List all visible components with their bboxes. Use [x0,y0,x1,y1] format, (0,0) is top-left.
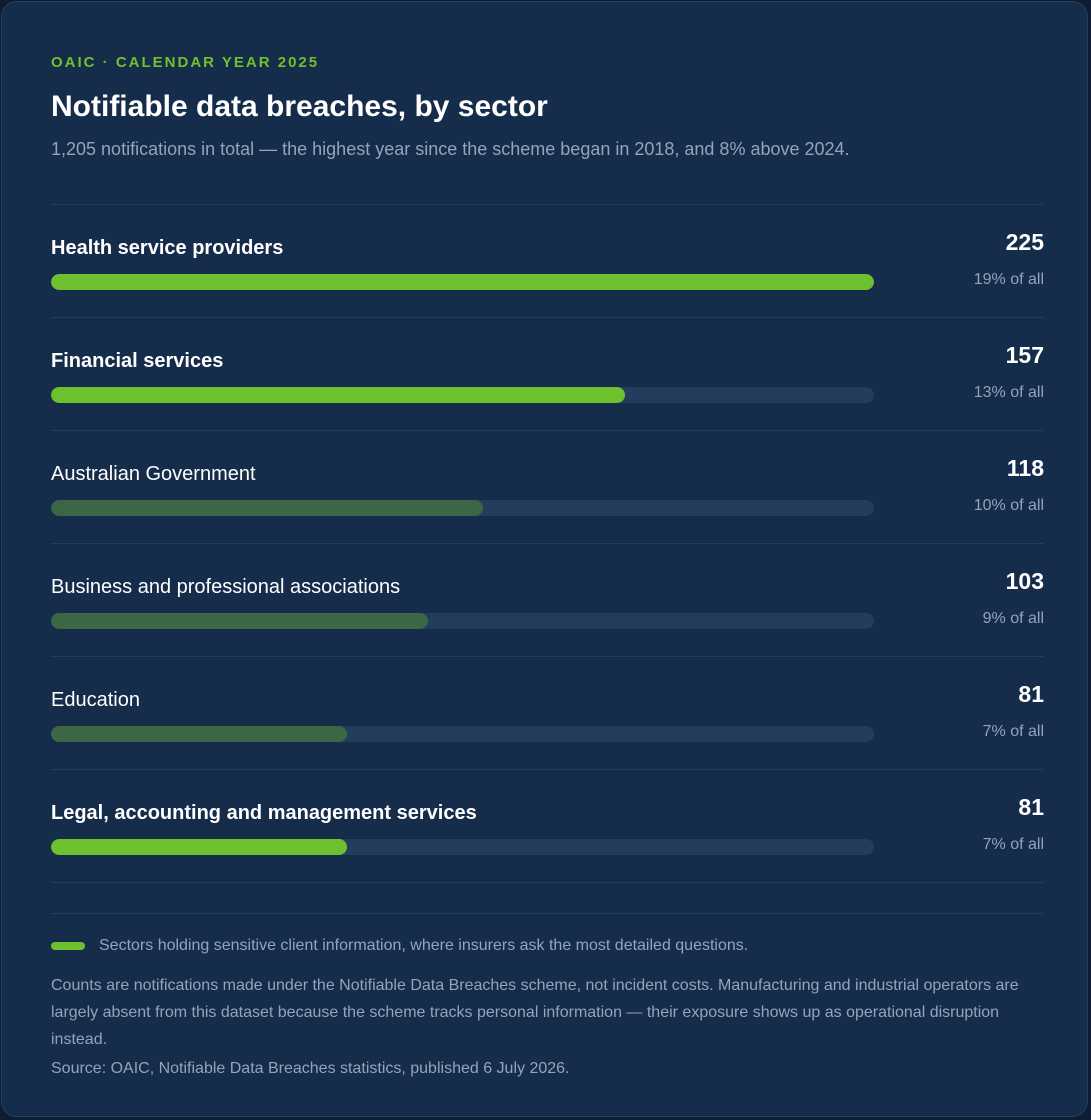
footnote: Counts are notifications made under the … [51,977,1019,1048]
bar-value: 157 [1005,342,1044,368]
bar-row: Health service providers 225 19% of all [51,204,1044,318]
bar [51,387,626,403]
bar-track [51,387,874,403]
bar-value: 103 [1005,568,1044,594]
bar-label: Financial services [51,350,224,372]
bar [51,726,348,742]
eyebrow: OAIC · CALENDAR YEAR 2025 [51,54,320,71]
bar-percent: 9% of all [982,610,1044,627]
bar-row: Australian Government 118 10% of all [51,431,1044,544]
bar-row: Financial services 157 13% of all [51,318,1044,431]
bar-row: Education 81 7% of all [51,657,1044,770]
chart-title: Notifiable data breaches, by sector [51,90,548,123]
bar-label: Legal, accounting and management service… [51,802,477,824]
divider [51,913,1044,914]
bar-percent: 13% of all [973,384,1044,401]
bar-label: Health service providers [51,237,284,259]
bar-percent: 7% of all [982,723,1044,740]
bar-label: Business and professional associations [51,576,401,598]
bar-track [51,274,874,290]
bar [51,274,874,290]
bar-percent: 7% of all [982,836,1044,853]
bar-row: Business and professional associations 10… [51,544,1044,657]
bar-track [51,839,874,855]
bar-track [51,726,874,742]
bar-chart: Health service providers 225 19% of all Fin… [51,204,1044,883]
bar [51,500,483,516]
bar-value: 225 [1005,229,1044,255]
bar-percent: 10% of all [973,497,1044,514]
bar-percent: 19% of all [973,271,1044,288]
bar-row: Legal, accounting and management service… [51,770,1044,883]
bar [51,613,428,629]
legend: Sectors holding sensitive client informa… [51,937,748,955]
source-note: Source: OAIC, Notifiable Data Breaches s… [51,1060,570,1077]
bar-value: 81 [1018,794,1044,820]
legend-text: Sectors holding sensitive client informa… [99,937,749,954]
bar-track [51,613,874,629]
legend-swatch [51,942,85,950]
chart-subtitle: 1,205 notifications in total — the highe… [51,139,850,159]
bar-track [51,500,874,516]
bar [51,839,348,855]
bar-label: Australian Government [51,463,256,485]
bar-label: Education [51,689,140,711]
bar-value: 118 [1006,455,1044,481]
bar-value: 81 [1018,681,1044,707]
